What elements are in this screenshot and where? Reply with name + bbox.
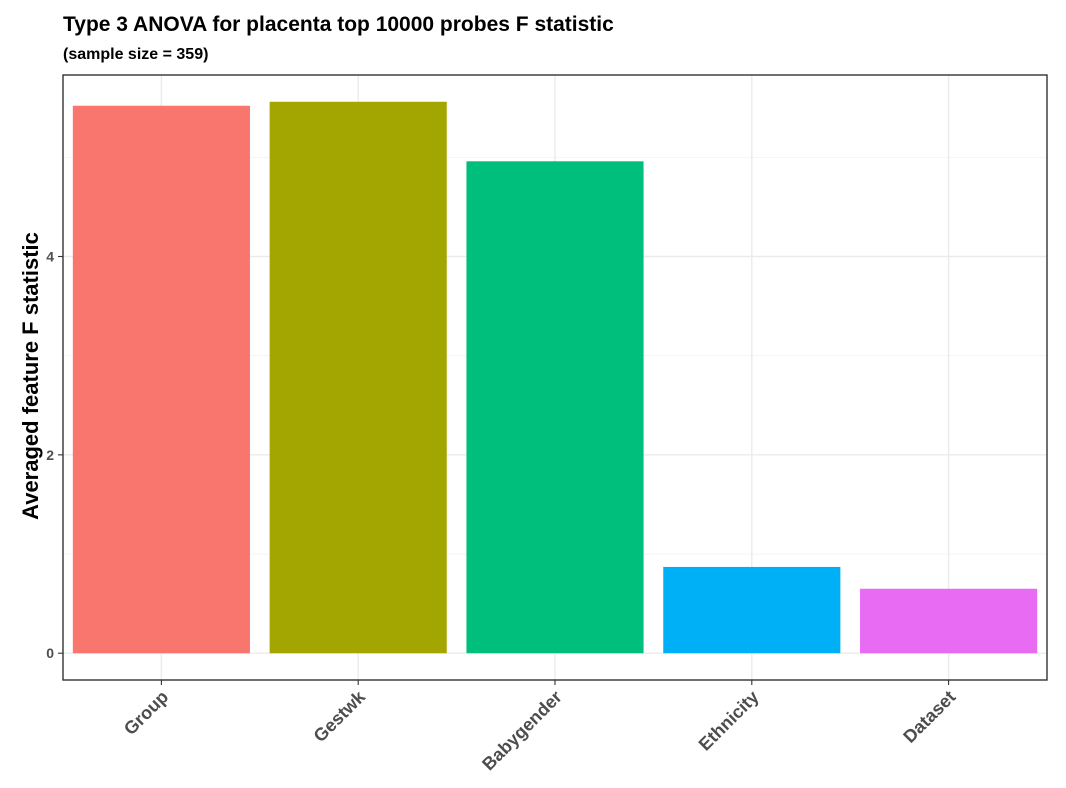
y-tick-label: 4: [46, 249, 54, 265]
x-tick-label-ethnicity: Ethnicity: [695, 687, 763, 755]
chart-title: Type 3 ANOVA for placenta top 10000 prob…: [63, 13, 614, 36]
bar-gestwk: [269, 101, 447, 654]
chart-subtitle: (sample size = 359): [63, 46, 208, 63]
bar-group: [72, 105, 250, 654]
x-tick-label-group: Group: [120, 687, 172, 739]
bar-ethnicity: [663, 566, 841, 654]
y-axis-title: Averaged feature F statistic: [18, 232, 43, 520]
x-tick-label-dataset: Dataset: [899, 687, 959, 747]
x-tick-label-babygender: Babygender: [478, 687, 566, 775]
bar-babygender: [466, 161, 644, 654]
y-tick-label: 0: [46, 645, 54, 661]
bar-dataset: [860, 588, 1038, 654]
bars: [72, 101, 1038, 654]
x-tick-label-gestwk: Gestwk: [310, 686, 370, 746]
y-tick-label: 2: [46, 447, 54, 463]
plot-panel-border: [62, 74, 1048, 681]
